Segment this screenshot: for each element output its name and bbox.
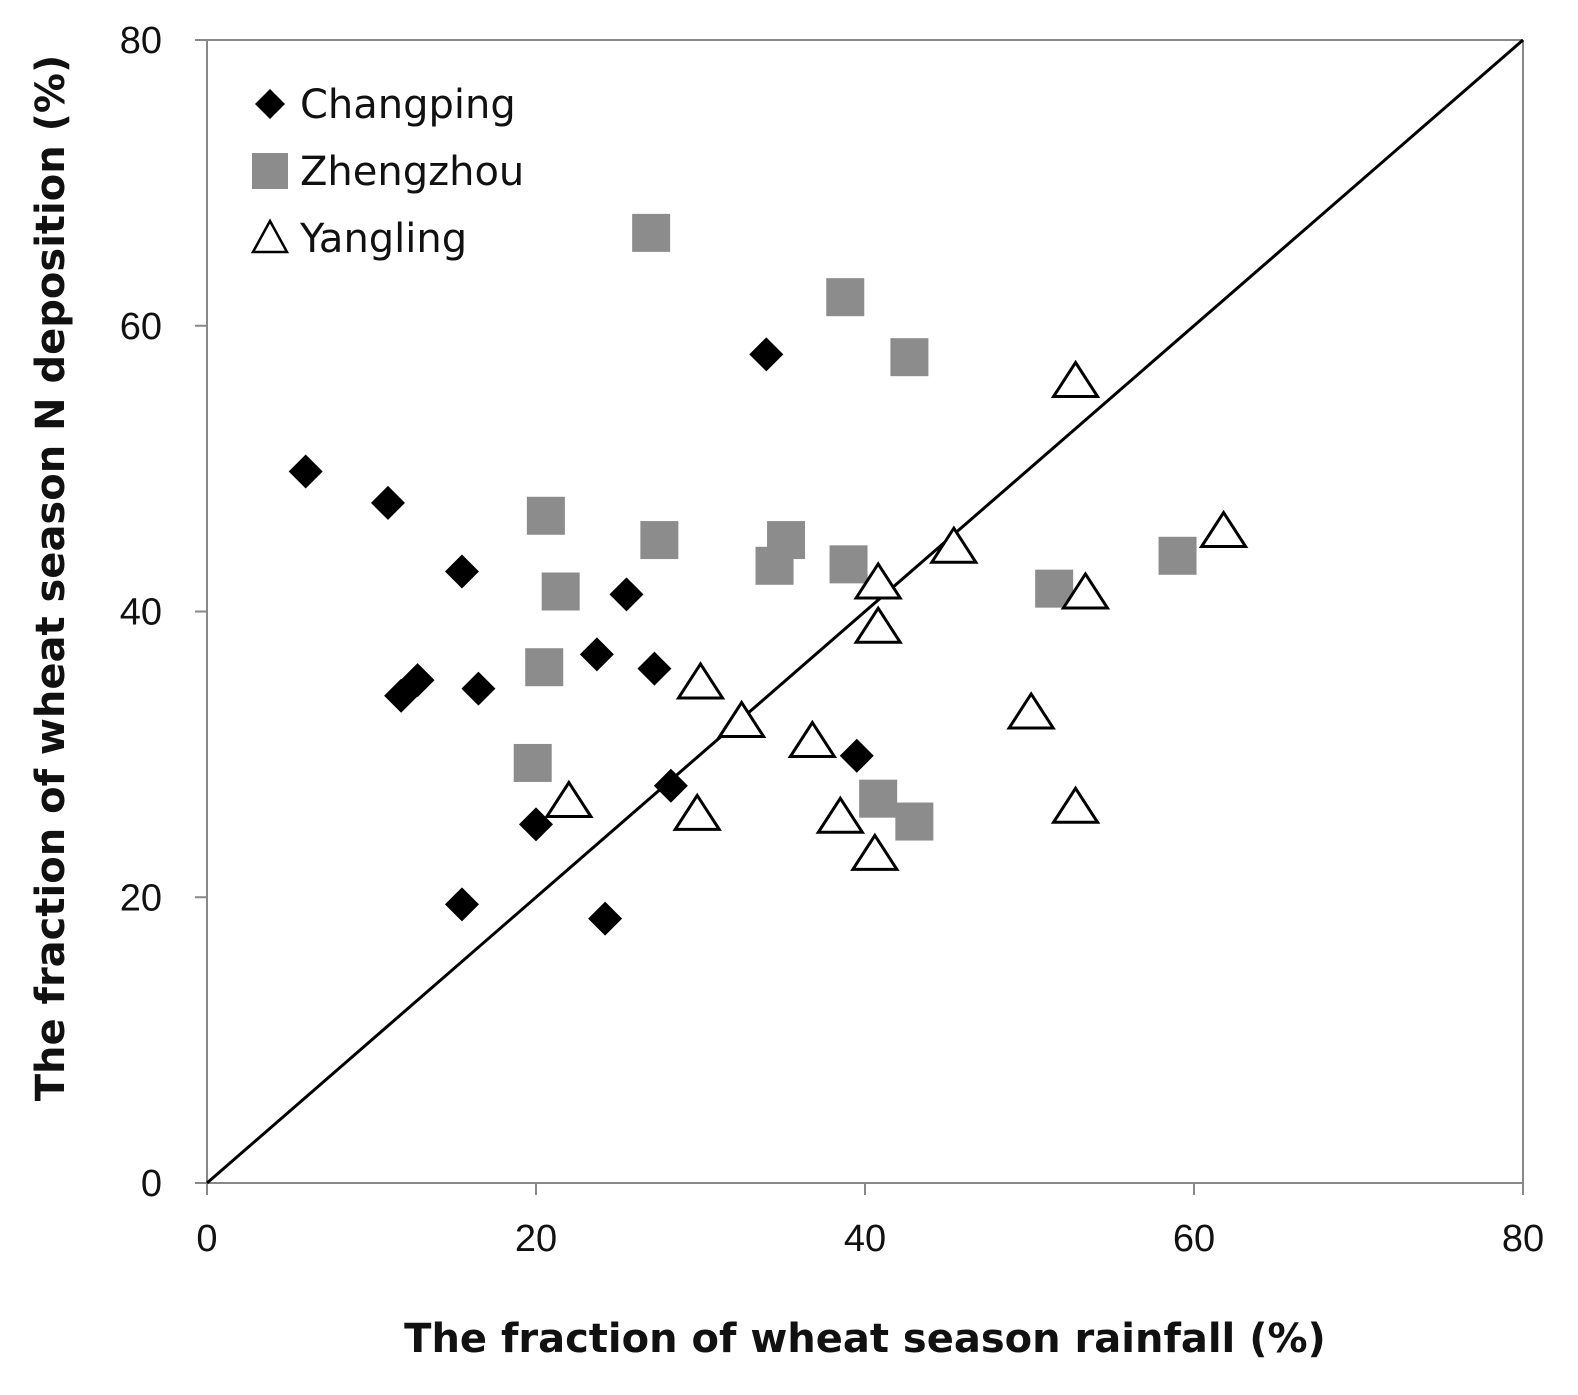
y-axis-ticks: 0 20 40 60 80 xyxy=(120,20,207,1205)
yangling-point xyxy=(929,525,979,564)
x-axis-ticks: 0 20 40 60 80 xyxy=(196,1183,1544,1260)
zhengzhou-point xyxy=(632,213,671,252)
yangling-point xyxy=(716,699,767,739)
yangling-point xyxy=(815,795,866,834)
x-tick-label: 20 xyxy=(515,1218,557,1260)
changping-point xyxy=(444,887,479,922)
zhengzhou-point xyxy=(755,546,794,585)
y-tick-label: 40 xyxy=(120,592,162,634)
yangling-point xyxy=(1006,691,1056,730)
legend-label: Changping xyxy=(300,82,516,128)
data-points xyxy=(288,213,1249,936)
changping-point xyxy=(400,663,435,698)
y-tick-label: 20 xyxy=(120,877,162,919)
changping-point xyxy=(609,577,644,612)
changping-point xyxy=(370,485,405,520)
legend-label: Yangling xyxy=(299,216,467,262)
legend-label: Zhengzhou xyxy=(300,149,524,195)
zhengzhou-point xyxy=(525,648,564,687)
zhengzhou-point xyxy=(513,743,552,782)
series-changping xyxy=(288,337,874,936)
zhengzhou-point xyxy=(1158,536,1197,575)
zhengzhou-point xyxy=(526,496,565,535)
changping-point xyxy=(637,651,672,686)
yangling-point xyxy=(853,605,903,644)
legend-item-yangling: Yangling xyxy=(250,216,467,262)
zhengzhou-point xyxy=(541,572,580,611)
changping-point xyxy=(444,554,479,589)
changping-point xyxy=(519,807,553,842)
legend-triangle-icon xyxy=(250,218,290,254)
legend-square-icon xyxy=(252,153,288,189)
yangling-point xyxy=(787,719,838,759)
changping-point xyxy=(579,637,614,672)
zhengzhou-point xyxy=(829,545,868,584)
y-tick-label: 80 xyxy=(120,20,162,62)
legend: Changping Zhengzhou Yangling xyxy=(250,82,524,262)
yangling-point xyxy=(544,779,594,819)
y-tick-label: 0 xyxy=(141,1163,162,1205)
legend-item-zhengzhou: Zhengzhou xyxy=(252,149,524,195)
changping-point xyxy=(749,337,784,372)
legend-diamond-icon xyxy=(255,89,285,119)
changping-point xyxy=(461,671,496,706)
x-tick-label: 80 xyxy=(1502,1218,1544,1260)
changping-point xyxy=(588,901,623,936)
yangling-point xyxy=(1050,359,1101,398)
series-yangling xyxy=(544,359,1249,871)
y-axis-title: The fraction of wheat season N depositio… xyxy=(28,55,74,1102)
yangling-point xyxy=(1198,509,1249,549)
yangling-point xyxy=(1050,785,1101,824)
changping-point xyxy=(653,768,688,803)
legend-item-changping: Changping xyxy=(255,82,516,128)
zhengzhou-point xyxy=(890,338,929,377)
yangling-point xyxy=(672,792,722,831)
yangling-point xyxy=(850,832,900,871)
yangling-point xyxy=(675,661,726,700)
x-axis-title: The fraction of wheat season rainfall (%… xyxy=(404,1316,1326,1362)
zhengzhou-point xyxy=(895,802,934,841)
yangling-point xyxy=(853,561,903,600)
one-to-one-line xyxy=(206,38,1524,1185)
zhengzhou-point xyxy=(640,521,679,560)
zhengzhou-point xyxy=(826,278,865,317)
changping-point xyxy=(839,738,874,773)
series-zhengzhou xyxy=(513,213,1197,841)
x-tick-label: 40 xyxy=(844,1218,886,1260)
zhengzhou-point xyxy=(859,779,898,818)
yangling-point xyxy=(1060,571,1111,610)
y-tick-label: 60 xyxy=(120,306,162,348)
x-tick-label: 60 xyxy=(1173,1218,1215,1260)
changping-point xyxy=(288,454,323,489)
x-tick-label: 0 xyxy=(196,1218,217,1260)
